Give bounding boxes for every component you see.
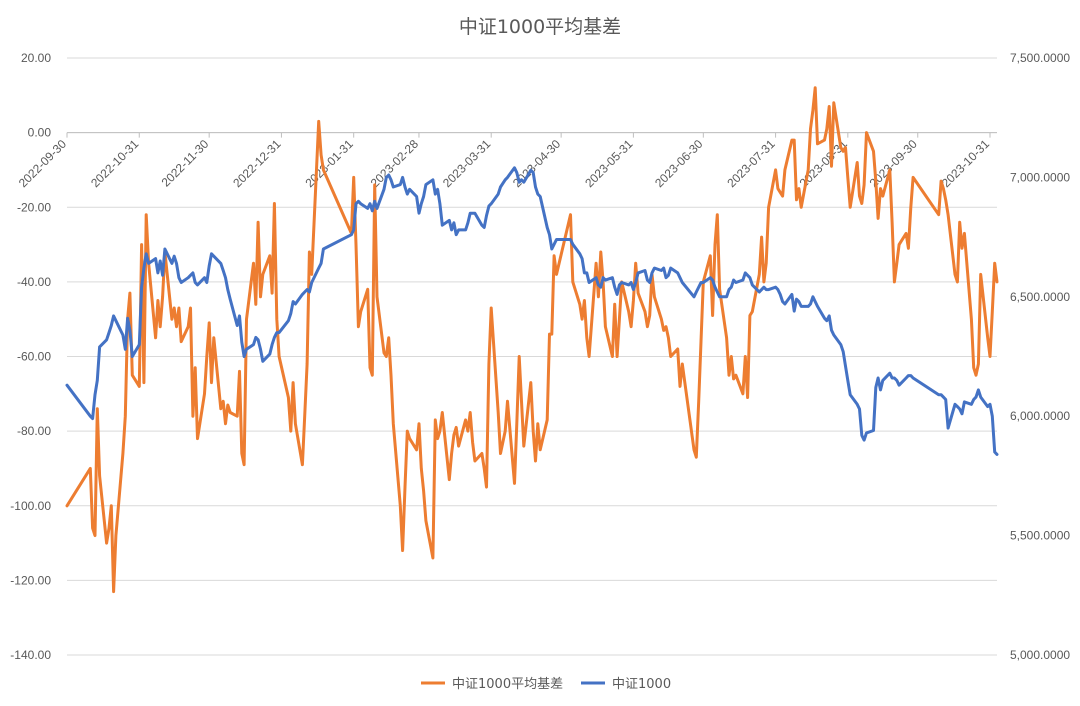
right-tick-label: 7,500.0000	[1010, 51, 1070, 65]
left-tick-label: -140.00	[10, 648, 51, 662]
right-tick-label: 6,500.0000	[1010, 290, 1070, 304]
series-line-basis	[65, 86, 999, 594]
left-tick-label: -20.00	[17, 200, 51, 214]
left-tick-label: 0.00	[28, 126, 52, 140]
left-tick-label: -100.00	[10, 499, 51, 513]
left-tick-label: -60.00	[17, 350, 51, 364]
x-tick-label: 2023-05-31	[582, 137, 636, 191]
x-tick-label: 2022-11-30	[159, 137, 212, 190]
x-tick-label: 2023-03-31	[440, 137, 494, 191]
right-tick-label: 7,000.0000	[1010, 170, 1070, 184]
left-axis-ticks: 20.00 0.00 -20.00 -40.00 -60.00 -80.00 -100.00…	[10, 51, 51, 662]
x-tick-label: 2022-09-30	[16, 137, 70, 191]
legend-label-basis: 中证1000平均基差	[452, 677, 563, 692]
chart-title: 中证1000平均基差	[459, 16, 621, 38]
x-tick-label: 2022-12-31	[230, 137, 284, 191]
legend: 中证1000平均基差 中证1000	[421, 677, 671, 692]
series-line-index	[65, 166, 999, 456]
x-axis-ticks: 2022-09-30 2022-10-31 2022-11-30 2022-12-31…	[16, 132, 997, 191]
legend-label-index: 中证1000	[612, 677, 671, 692]
left-tick-label: -120.00	[10, 573, 51, 587]
right-tick-label: 6,000.0000	[1010, 409, 1070, 423]
x-tick-label: 2023-07-31	[724, 137, 778, 191]
left-tick-label: -40.00	[17, 275, 51, 289]
right-axis-ticks: 7,500.0000 7,000.0000 6,500.0000 6,000.0000…	[1010, 51, 1070, 662]
right-tick-label: 5,000.0000	[1010, 648, 1070, 662]
left-tick-label: -80.00	[17, 424, 51, 438]
x-tick-label: 2023-10-31	[939, 137, 993, 191]
right-tick-label: 5,500.0000	[1010, 529, 1070, 543]
x-tick-label: 2023-02-28	[368, 137, 422, 191]
x-tick-label: 2022-10-31	[88, 137, 142, 191]
left-tick-label: 20.00	[21, 51, 51, 65]
series-lines	[65, 86, 999, 594]
x-tick-label: 2023-06-30	[652, 137, 706, 191]
